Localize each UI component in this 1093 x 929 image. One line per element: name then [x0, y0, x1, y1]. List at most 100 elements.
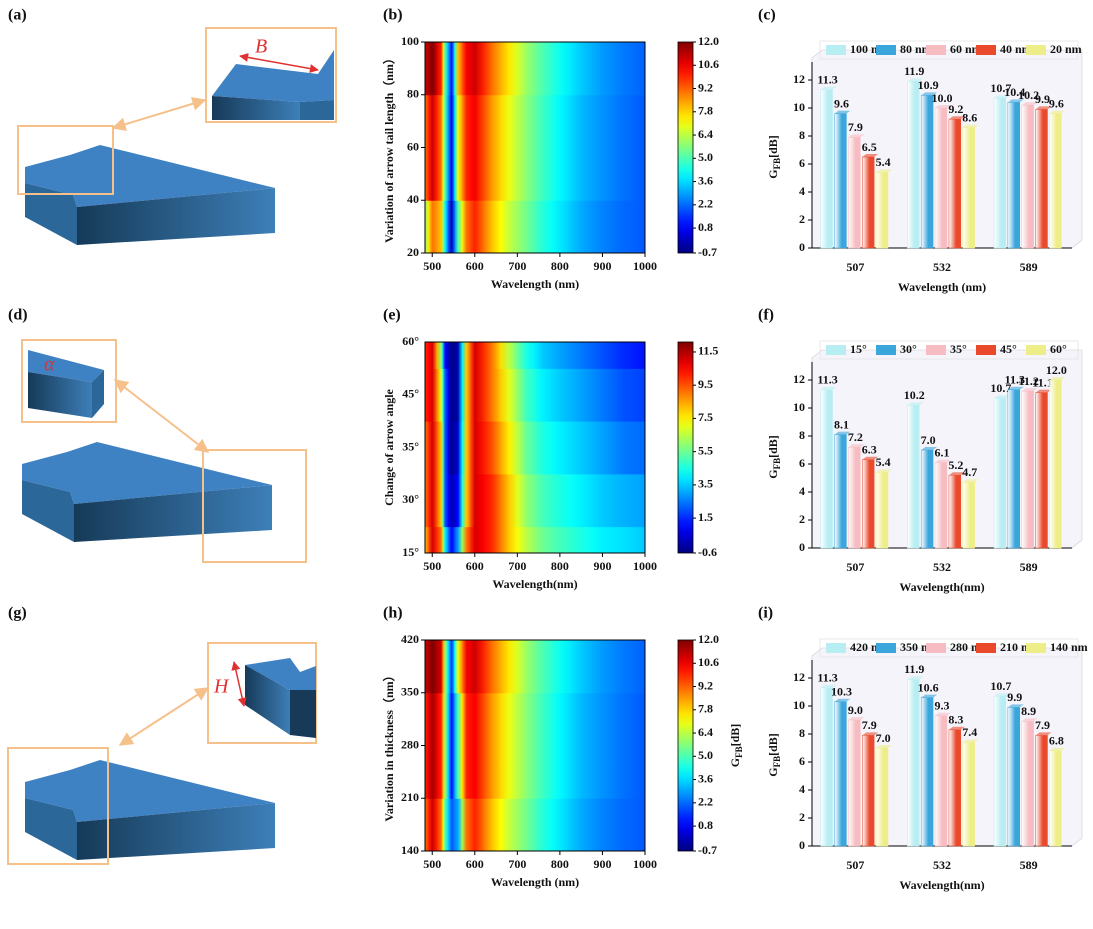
y-tick-label: 6 [799, 754, 805, 768]
legend-label: 45° [1000, 342, 1017, 356]
axis-title-main: G [766, 169, 780, 178]
colorbar-tick-label: 7.8 [698, 104, 713, 118]
heatmap-cell [551, 368, 572, 422]
x-tick-label: 507 [846, 560, 864, 574]
bar-top [921, 92, 938, 96]
heatmap-cell [462, 526, 472, 554]
heatmap-cell [483, 526, 501, 554]
value-label: 10.0 [932, 91, 953, 105]
heatmap-cell [591, 368, 614, 422]
colorbar-tick-label: 9.2 [698, 80, 713, 94]
heatmap-cell [591, 692, 614, 799]
colorbar-tick-label: 6.4 [698, 725, 713, 739]
colorbar-tick-label: 9.5 [698, 377, 713, 391]
bar-top [935, 459, 951, 463]
heatmap-cell [517, 526, 535, 554]
heatmap-cell [436, 42, 444, 96]
panel-label: (a) [8, 7, 27, 24]
heatmap-cell [448, 692, 456, 799]
value-label: 7.9 [862, 718, 877, 732]
heatmap-cell [454, 342, 463, 369]
heatmap-cell [500, 526, 518, 554]
heatmap-cell [517, 200, 535, 254]
x-tick-label: 532 [933, 560, 951, 574]
panel-label: (d) [8, 307, 28, 324]
bar [920, 95, 934, 249]
annotation: H [213, 676, 230, 698]
heatmap-cell [500, 342, 518, 369]
heatmap-cell [500, 640, 518, 694]
x-tick-label: 800 [551, 559, 569, 573]
heatmap-cell [454, 368, 463, 422]
bar [862, 459, 875, 549]
heatmap-cell [517, 640, 535, 694]
bar [962, 481, 975, 549]
heatmap-cell [500, 421, 518, 475]
value-label: 7.4 [962, 725, 977, 739]
heatmap-cell [428, 473, 437, 528]
bar-top [907, 78, 924, 82]
colorbar-tick-label: 5.0 [698, 748, 713, 762]
heatmap-cell [462, 692, 472, 799]
y-tick-label: 4 [799, 782, 805, 796]
legend-swatch [976, 345, 996, 355]
colorbar-tick-label: 3.6 [698, 173, 713, 187]
heatmap-cell [454, 640, 463, 694]
bar [948, 474, 962, 549]
heatmap-cell [534, 692, 552, 799]
value-label: 9.3 [935, 699, 950, 713]
heatmap-cell [425, 640, 430, 694]
value-label: 5.4 [876, 155, 891, 169]
heatmap-cell [425, 342, 430, 369]
heatmap-cell [425, 94, 430, 201]
heatmap-cell [448, 94, 456, 201]
bar [848, 137, 861, 249]
heatmap-cell [613, 421, 635, 475]
bar-top [921, 447, 938, 450]
value-label: 11.9 [904, 662, 924, 676]
heatmap-cell [442, 798, 449, 852]
heatmap-cell [570, 94, 593, 201]
axis-title: GFB[dB] [766, 733, 782, 777]
x-tick-label: 507 [846, 260, 864, 274]
y-tick-label: 15° [402, 545, 419, 559]
heatmap-cell [470, 94, 484, 201]
legend-label: 140 nm [1050, 640, 1088, 654]
heatmap-cell [634, 200, 646, 254]
heatmap-cell [591, 473, 614, 528]
axis-title-main: G [766, 469, 780, 478]
x-axis-title: Wavelength (nm) [491, 277, 579, 291]
bar-top [962, 739, 979, 743]
x-tick-label: 900 [593, 259, 611, 273]
heatmap-cell [428, 342, 437, 369]
value-label: 11.3 [817, 671, 837, 685]
x-axis-title: Wavelength (nm) [898, 280, 986, 294]
y-tick-label: 210 [401, 790, 419, 804]
value-label: 7.9 [848, 120, 863, 134]
bar-top [994, 395, 1010, 399]
axis-title: GFB[dB] [728, 724, 744, 768]
colorbar [677, 639, 694, 852]
bar [834, 113, 847, 249]
y-tick-label: 10 [793, 100, 805, 114]
bar [993, 397, 1007, 549]
value-label: 10.7 [990, 81, 1011, 95]
heatmap-cell [591, 342, 614, 369]
heatmap-cell [570, 692, 593, 799]
heatmap-cell [425, 421, 430, 475]
heatmap-cell [462, 798, 472, 852]
bar-top [862, 456, 879, 460]
colorbar-tick-label: -0.7 [698, 843, 717, 857]
heatmap-cell [517, 42, 535, 96]
heatmap-cell [534, 42, 552, 96]
axis-title-sub: FB [772, 458, 782, 470]
bar-top [1021, 388, 1038, 392]
heatmap-cell [591, 42, 614, 96]
heatmap-cell [613, 526, 635, 554]
heatmap-cell [448, 342, 456, 369]
heatmap-cell [500, 692, 518, 799]
axis-title-main: G [766, 767, 780, 776]
y-tick-label: 8 [799, 726, 805, 740]
heatmap-cell [425, 526, 430, 554]
value-label: 10.2 [904, 388, 925, 402]
